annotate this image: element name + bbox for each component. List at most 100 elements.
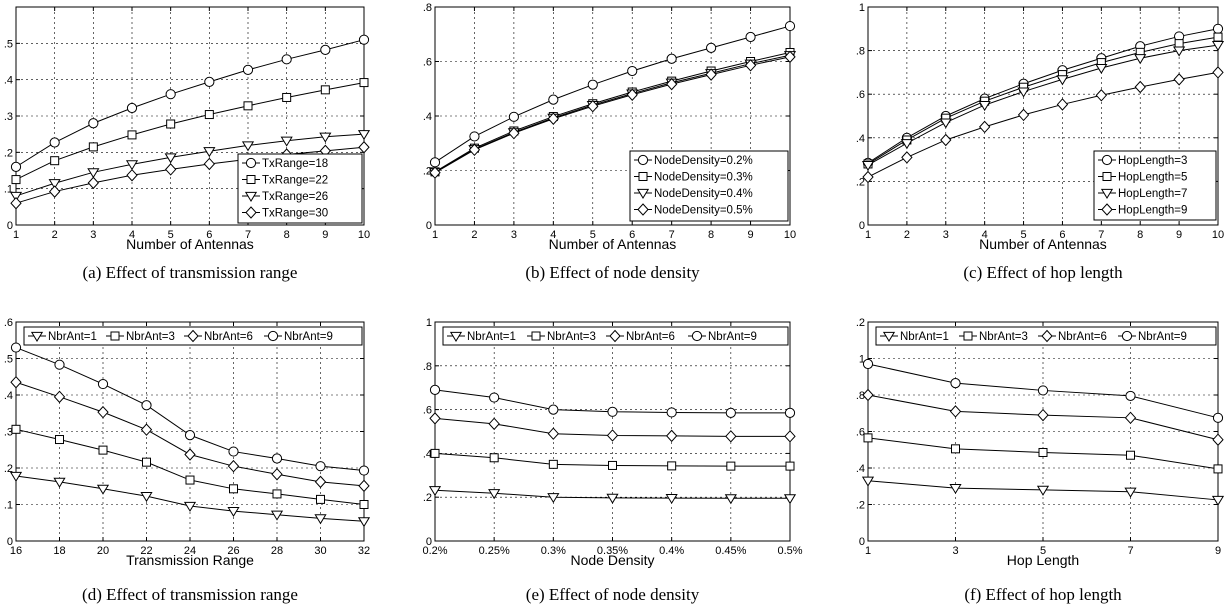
series-line <box>434 25 791 163</box>
data-point <box>488 489 501 500</box>
x-tick-label: 1 <box>865 229 871 241</box>
data-point <box>1036 485 1050 496</box>
data-point <box>863 433 873 443</box>
x-axis-label: Number of Antennas <box>549 236 677 252</box>
x-tick-label: 0.5% <box>777 545 802 557</box>
data-point <box>607 406 618 417</box>
data-point <box>204 110 214 120</box>
data-point <box>53 390 66 404</box>
x-tick-label: 9 <box>1215 545 1221 557</box>
y-tick-label: 1 <box>426 317 432 329</box>
data-point <box>1038 447 1048 457</box>
legend-box <box>237 153 363 224</box>
y-tick-label: .4 <box>4 390 13 402</box>
legend-marker <box>246 175 256 184</box>
chart-panel-2: 1 2 3 4 5 6 7 8 9 10 0 .2 .4 .6 .8 Number of Antennas No… <box>423 2 796 282</box>
data-point <box>726 461 736 471</box>
data-point <box>587 79 598 90</box>
data-point <box>227 506 240 518</box>
data-point <box>547 493 560 504</box>
legend-label: NodeDensity=0.4% <box>654 188 753 200</box>
data-point <box>97 405 109 419</box>
data-point <box>164 153 177 164</box>
x-tick-label: 18 <box>53 545 65 557</box>
data-point <box>1134 54 1147 65</box>
legend-label: NbrAnt=9 <box>1138 331 1187 343</box>
data-point <box>1037 385 1049 396</box>
x-tick-label: 8 <box>708 229 714 241</box>
data-point <box>126 168 138 182</box>
legend-marker <box>636 188 650 199</box>
x-tick-label: 5 <box>1040 545 1046 557</box>
series-3 <box>10 375 370 493</box>
panel-caption: (a) Effect of transmission range <box>83 263 298 282</box>
x-tick-label: 24 <box>184 545 196 557</box>
legend-marker <box>638 172 648 181</box>
chart-panel-5: 0.2% 0.25% 0.3% 0.35% 0.4% 0.45% 0.5% 0 .2 .4 .6 .8… <box>422 317 802 604</box>
data-point <box>468 143 481 157</box>
series-3 <box>861 41 1225 172</box>
legend-label: NbrAnt=3 <box>547 331 596 343</box>
x-axis-label: Number of Antennas <box>126 236 254 252</box>
legend-marker <box>1041 329 1053 343</box>
data-point <box>949 483 962 495</box>
series-3 <box>9 130 371 202</box>
series-line <box>15 146 365 204</box>
y-tick-label: 1 <box>859 354 865 366</box>
y-tick-label: .3 <box>4 111 13 123</box>
data-point <box>229 484 238 494</box>
series-line <box>434 56 791 174</box>
legend-box <box>1093 150 1217 221</box>
data-point <box>320 85 330 95</box>
legend-marker <box>963 331 973 341</box>
legend-label: NbrAnt=1 <box>48 331 97 343</box>
y-tick-label: .6 <box>423 405 432 417</box>
legend: NodeDensity=0.2% NodeDensity=0.3% NodeDens… <box>629 150 789 222</box>
data-point <box>9 191 23 202</box>
legend-label: NodeDensity=0.5% <box>654 205 753 217</box>
x-tick-label: 20 <box>97 545 109 557</box>
data-point <box>1211 41 1225 52</box>
x-axis-label: Hop Length <box>1007 552 1079 568</box>
legend-marker <box>449 331 463 342</box>
legend-label: HopLength=5 <box>1118 172 1187 184</box>
series-2 <box>863 433 1223 474</box>
legend-marker <box>1101 154 1113 166</box>
data-point <box>744 59 757 72</box>
data-point <box>204 76 215 87</box>
data-point <box>227 459 240 473</box>
x-tick-label: 32 <box>358 545 370 557</box>
data-point <box>314 475 327 489</box>
data-point <box>281 54 292 65</box>
legend-label: NbrAnt=1 <box>900 331 949 343</box>
series-2 <box>430 448 795 471</box>
data-point <box>126 102 138 114</box>
series-2 <box>11 424 369 509</box>
y-tick-label: .6 <box>856 89 865 101</box>
x-tick-label: 0.25% <box>479 545 510 557</box>
data-point <box>667 461 677 471</box>
chart-panel-3: 1 2 3 4 5 6 7 8 9 10 0 .2 .4 .6 .8 1 Number of Antennas H… <box>856 2 1224 282</box>
data-point <box>508 111 519 122</box>
data-point <box>626 88 638 101</box>
x-tick-label: 0.2% <box>422 545 447 557</box>
series-line <box>867 71 1219 178</box>
data-point <box>1212 433 1224 446</box>
data-point <box>1173 73 1185 86</box>
x-tick-label: 1 <box>13 229 19 241</box>
legend-marker <box>1102 172 1112 181</box>
data-point <box>228 446 239 457</box>
data-point <box>428 486 442 497</box>
x-tick-label: 7 <box>1098 229 1104 241</box>
data-point <box>357 130 371 141</box>
legend: NbrAnt=1 NbrAnt=3 NbrAnt=6 NbrAnt=9 <box>875 326 1217 346</box>
data-point <box>314 514 327 525</box>
legend-label: HopLength=3 <box>1118 155 1187 167</box>
y-tick-label: .5 <box>4 38 13 50</box>
data-point <box>861 160 875 172</box>
data-point <box>861 476 875 487</box>
y-tick-label: .5 <box>4 354 13 366</box>
data-point <box>939 118 952 129</box>
data-point <box>950 378 961 389</box>
data-point <box>784 430 796 443</box>
